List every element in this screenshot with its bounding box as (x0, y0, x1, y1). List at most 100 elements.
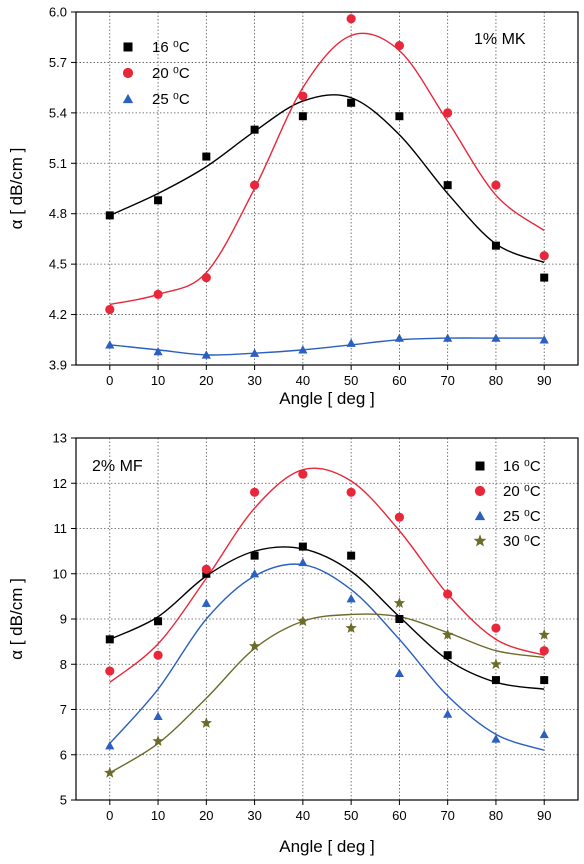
x-tick-label: 60 (392, 808, 406, 823)
data-point-series-1 (395, 615, 404, 623)
x-axis-label: Angle [ deg ] (279, 389, 374, 408)
data-point-series-4 (393, 597, 406, 609)
data-point-series-3 (539, 335, 549, 344)
x-tick-label: 80 (489, 808, 503, 823)
data-point-series-2 (201, 272, 211, 283)
y-tick-label: 7 (60, 702, 67, 717)
data-point-series-1 (347, 98, 356, 107)
data-point-series-3 (153, 346, 163, 356)
y-tick-label: 4.8 (49, 206, 67, 221)
x-tick-label: 0 (106, 808, 113, 823)
y-tick-label: 6 (60, 747, 67, 762)
y-tick-label: 5 (60, 793, 67, 808)
legend-label-2: 20 ⁰C (503, 483, 541, 500)
data-point-series-3 (491, 333, 501, 342)
data-point-series-1 (105, 635, 114, 644)
data-point-series-1 (154, 617, 163, 626)
data-point-series-3 (105, 340, 115, 349)
data-point-series-2 (346, 14, 356, 24)
y-tick-label: 5.7 (49, 55, 67, 70)
x-tick-label: 50 (344, 373, 358, 388)
legend-marker-4 (473, 534, 487, 547)
fit-curve-4 (109, 613, 545, 774)
data-point-series-4 (200, 717, 213, 728)
data-point-series-1 (491, 241, 500, 250)
data-point-series-2 (539, 646, 549, 656)
data-point-series-2 (153, 650, 163, 660)
data-point-series-4 (297, 615, 309, 627)
x-tick-label: 30 (247, 373, 261, 388)
data-point-series-2 (153, 289, 163, 299)
x-tick-label: 10 (151, 373, 165, 388)
y-tick-label: 4.2 (49, 307, 67, 322)
legend-label-3: 25 ⁰C (152, 91, 190, 108)
data-point-series-1 (298, 542, 307, 551)
data-point-series-3 (394, 668, 405, 677)
x-tick-label: 80 (489, 373, 503, 388)
legend-label-4: 30 ⁰C (503, 533, 541, 550)
data-point-series-4 (152, 735, 164, 747)
y-tick-label: 4.5 (49, 257, 67, 272)
data-point-series-2 (298, 91, 308, 101)
data-point-series-3 (249, 569, 260, 578)
y-tick-label: 5.4 (49, 105, 67, 120)
data-point-series-3 (346, 594, 356, 603)
data-point-series-2 (443, 108, 453, 118)
fit-curve-2 (109, 32, 545, 306)
x-tick-label: 70 (440, 808, 454, 823)
x-tick-label: 50 (344, 808, 358, 823)
data-point-series-2 (298, 469, 308, 479)
data-point-series-3 (201, 598, 211, 607)
plot-frame (75, 11, 579, 366)
data-point-series-2 (105, 666, 115, 676)
x-tick-label: 70 (440, 373, 454, 388)
x-tick-label: 20 (199, 373, 213, 388)
y-axis-label: α [ dB/cm ] (7, 148, 26, 230)
data-point-series-1 (250, 551, 259, 560)
y-axis-label: α [ dB/cm ] (7, 578, 26, 660)
y-tick-label: 12 (53, 476, 67, 491)
data-point-series-2 (201, 564, 211, 574)
x-axis-label: Angle [ deg ] (279, 837, 374, 856)
fit-curve-3 (109, 337, 545, 356)
legend-label-1: 16 ⁰C (152, 39, 190, 56)
panel-2-chart: 0 10 20 30 40 50 60 70 80 90 5 6 7 8 9 10 11 12 13 Angle [ … (7, 431, 579, 856)
fit-curve-2 (109, 467, 545, 683)
data-point-series-1 (443, 651, 452, 660)
legend-marker-3 (122, 93, 134, 104)
y-tick-label: 5.1 (49, 156, 67, 171)
data-point-series-2 (394, 41, 405, 51)
x-tick-label: 40 (296, 808, 310, 823)
panel-annotation: 1% MK (474, 31, 526, 48)
data-point-series-2 (491, 623, 501, 633)
data-point-series-3 (249, 348, 260, 357)
data-point-series-1 (491, 676, 500, 685)
data-point-series-2 (346, 487, 356, 497)
legend-label-1: 16 ⁰C (503, 458, 541, 475)
legend-label-3: 25 ⁰C (503, 508, 541, 525)
data-point-series-3 (105, 741, 115, 750)
data-point-series-3 (346, 338, 356, 347)
data-point-series-3 (443, 333, 453, 342)
data-point-series-2 (105, 304, 115, 315)
data-point-series-4 (345, 622, 357, 633)
legend-marker-1 (475, 461, 485, 471)
y-tick-label: 8 (60, 657, 67, 672)
data-point-series-3 (201, 350, 211, 359)
data-point-series-1 (154, 196, 163, 205)
x-tick-label: 30 (247, 808, 261, 823)
data-point-series-3 (298, 345, 308, 354)
data-point-series-2 (394, 512, 405, 522)
data-point-series-1 (540, 273, 549, 282)
data-point-series-3 (539, 729, 549, 739)
x-tick-label: 60 (392, 373, 406, 388)
data-point-series-4 (248, 640, 261, 651)
data-point-series-1 (540, 676, 549, 685)
y-tick-label: 13 (53, 431, 67, 446)
data-point-series-3 (443, 709, 453, 718)
data-point-series-4 (490, 658, 502, 670)
fit-curve-3 (109, 563, 545, 751)
y-tick-label: 6.0 (49, 5, 67, 20)
data-point-series-1 (250, 125, 259, 134)
x-tick-label: 40 (296, 373, 310, 388)
